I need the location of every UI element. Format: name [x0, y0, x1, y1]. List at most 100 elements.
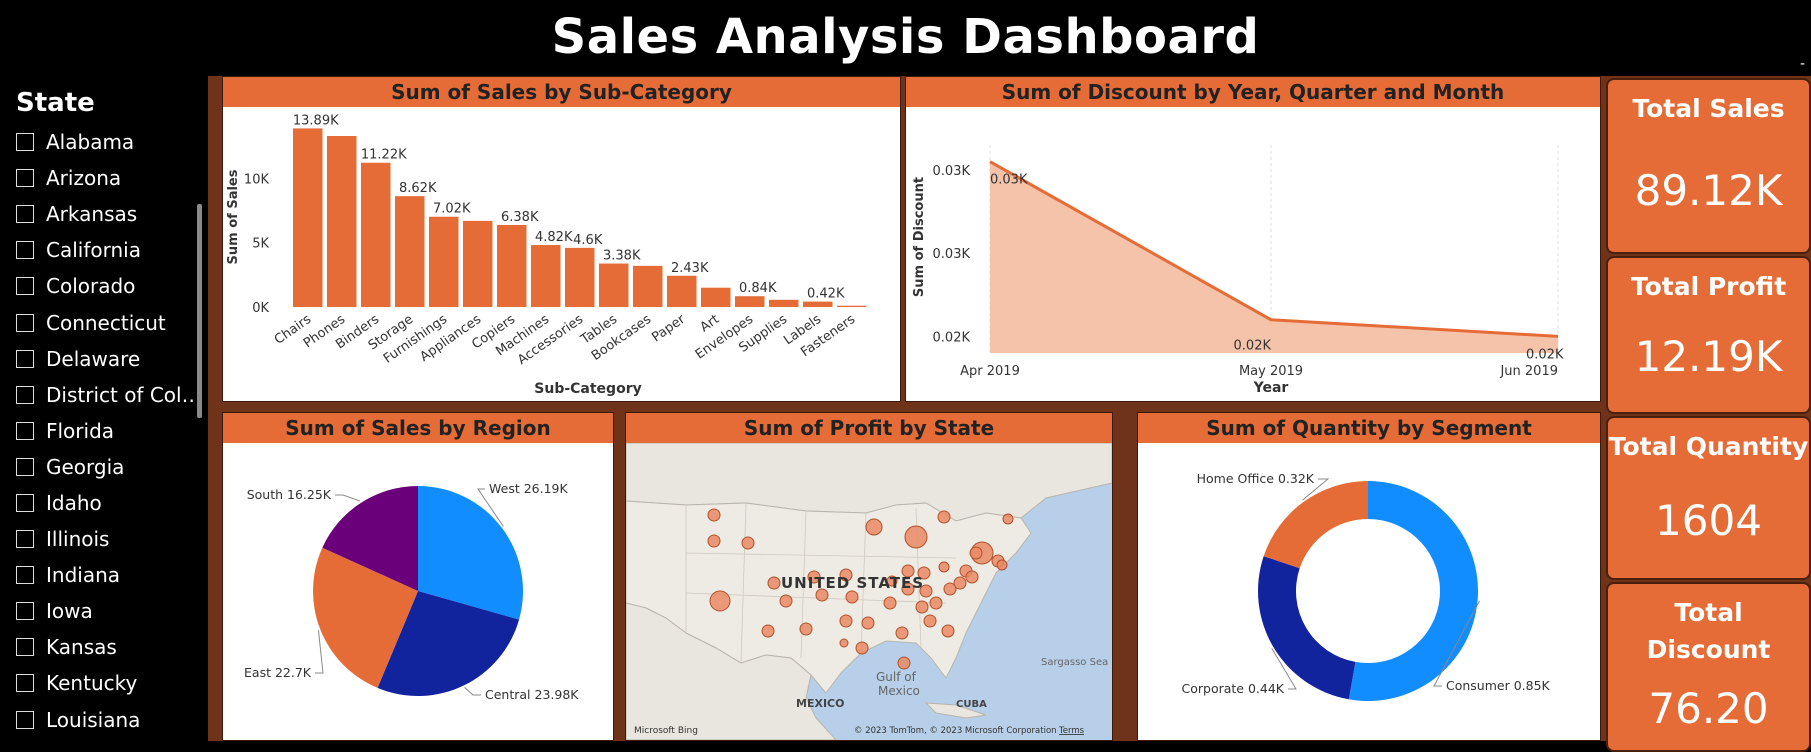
region-pie-chart[interactable]: West 26.19K Central 23.98K East 22.7K South… [223, 443, 613, 740]
slicer-item[interactable]: California [0, 232, 206, 268]
profit-bubble[interactable] [919, 584, 933, 598]
slicer-item[interactable]: Iowa [0, 593, 206, 629]
slicer-item[interactable]: District of Colu... [0, 377, 206, 413]
checkbox[interactable] [16, 241, 34, 260]
kpi-total-quantity[interactable]: Total Quantity 1604 [1606, 416, 1811, 580]
sales-by-region-panel[interactable]: Sum of Sales by Region West 26.19K Centra… [222, 412, 614, 741]
discount-by-date-panel[interactable]: Sum of Discount by Year, Quarter and Mon… [905, 76, 1601, 402]
checkbox[interactable] [16, 674, 34, 693]
checkbox[interactable] [16, 421, 34, 440]
state-borders [685, 502, 957, 664]
slicer-item[interactable]: Kentucky [0, 665, 206, 701]
profit-by-state-panel[interactable]: Sum of Profit by State UNITED STATES Gul… [625, 412, 1113, 741]
profit-bubble[interactable] [901, 564, 915, 578]
checkbox[interactable] [16, 602, 34, 621]
profit-bubble[interactable] [915, 600, 929, 614]
checkbox[interactable] [16, 385, 34, 404]
profit-bubble[interactable] [923, 614, 937, 628]
profit-bubble[interactable] [779, 594, 793, 608]
map-terms-link[interactable]: Terms [1058, 726, 1085, 736]
slicer-item[interactable]: Kansas [0, 629, 206, 665]
profit-bubble[interactable] [1002, 513, 1014, 525]
kpi-total-sales[interactable]: Total Sales 89.12K [1606, 78, 1811, 254]
checkbox[interactable] [16, 457, 34, 476]
profit-bubble[interactable] [996, 559, 1008, 571]
slicer-list: Alabama Arizona Arkansas California Colorado… [0, 124, 206, 738]
quantity-by-segment-panel[interactable]: Sum of Quantity by Segment Consumer 0.85… [1137, 412, 1601, 741]
profit-bubble[interactable] [969, 546, 983, 560]
profit-bubble[interactable] [707, 534, 721, 548]
slicer-item[interactable]: Idaho [0, 485, 206, 521]
profit-bubble[interactable] [941, 624, 955, 638]
profit-bubble[interactable] [855, 641, 869, 655]
profit-bubble[interactable] [845, 590, 859, 604]
slicer-item[interactable]: Illinois [0, 521, 206, 557]
profit-bubble[interactable] [886, 575, 898, 587]
profit-bubble[interactable] [943, 582, 957, 596]
profit-bubble[interactable] [839, 638, 849, 648]
profit-bubble[interactable] [929, 596, 943, 610]
profit-bubble[interactable] [965, 570, 979, 584]
slicer-item[interactable]: Alabama [0, 124, 206, 160]
profit-bubble[interactable] [883, 596, 897, 610]
profit-bubble[interactable] [767, 576, 781, 590]
checkbox[interactable] [16, 710, 34, 729]
x-tick-label: Paper [649, 312, 688, 346]
profit-bubble[interactable] [839, 568, 853, 582]
slicer-item[interactable]: Delaware [0, 341, 206, 377]
profit-bubble[interactable] [707, 508, 721, 522]
profit-bubble[interactable] [861, 616, 875, 630]
profit-bubble[interactable] [815, 588, 829, 602]
checkbox[interactable] [16, 313, 34, 332]
profit-bubbles[interactable] [707, 508, 1014, 670]
kpi-total-discount[interactable]: Total Discount 76.20 [1606, 582, 1811, 752]
profit-bubble[interactable] [937, 510, 951, 524]
area-chart[interactable]: 0.02K 0.03K 0.03K 0.03K 0.02K 0.02K Apr 2019 Ma… [906, 107, 1600, 401]
data-label: East 22.7K [244, 665, 312, 680]
slicer-item[interactable]: Florida [0, 413, 206, 449]
slicer-item[interactable]: Louisiana [0, 702, 206, 738]
profit-bubble[interactable] [917, 566, 931, 580]
checkbox[interactable] [16, 530, 34, 549]
profit-bubble[interactable] [761, 624, 775, 638]
checkbox[interactable] [16, 493, 34, 512]
slicer-item[interactable]: Arizona [0, 160, 206, 196]
profit-bubble[interactable] [807, 570, 821, 584]
segment-donut-chart[interactable]: Consumer 0.85K Corporate 0.44K Home Office… [1138, 443, 1600, 740]
kpi-total-profit[interactable]: Total Profit 12.19K [1606, 256, 1811, 414]
profit-bubble[interactable] [865, 518, 883, 536]
checkbox[interactable] [16, 349, 34, 368]
checkbox[interactable] [16, 205, 34, 224]
checkbox[interactable] [16, 277, 34, 296]
profit-bubble[interactable] [895, 626, 909, 640]
leader-line [335, 494, 361, 502]
map-mexico-label: MEXICO [796, 697, 844, 710]
sales-by-subcategory-panel[interactable]: Sum of Sales by Sub-Category 0K 5K 10K Sum … [222, 76, 901, 402]
profit-bubble[interactable] [839, 614, 853, 628]
profit-bubble[interactable] [897, 656, 911, 670]
checkbox[interactable] [16, 133, 34, 152]
profit-bubble[interactable] [904, 525, 928, 549]
data-label: West 26.19K [489, 481, 568, 496]
profit-bubble[interactable] [709, 590, 731, 612]
y-tick-label: 0.03K [933, 247, 971, 262]
profit-bubble[interactable] [799, 622, 813, 636]
slicer-item[interactable]: Arkansas [0, 196, 206, 232]
slicer-item[interactable]: Indiana [0, 557, 206, 593]
profit-bubble[interactable] [741, 536, 755, 550]
slicer-item-label: Arizona [46, 166, 122, 191]
map-canvas[interactable]: UNITED STATES Gulf of Mexico MEXICO CUBA … [626, 443, 1112, 740]
profit-map[interactable]: UNITED STATES Gulf of Mexico MEXICO CUBA … [626, 443, 1112, 740]
slicer-item[interactable]: Colorado [0, 268, 206, 304]
slicer-item[interactable]: Georgia [0, 449, 206, 485]
checkbox[interactable] [16, 638, 34, 657]
minimize-mark[interactable]: - [1799, 56, 1805, 72]
profit-bubble[interactable] [938, 561, 950, 573]
checkbox[interactable] [16, 566, 34, 585]
slicer-item[interactable]: Connecticut [0, 304, 206, 340]
profit-bubble[interactable] [901, 582, 915, 596]
profit-bubble[interactable] [953, 576, 967, 590]
slicer-scrollbar[interactable] [197, 204, 202, 418]
checkbox[interactable] [16, 169, 34, 188]
